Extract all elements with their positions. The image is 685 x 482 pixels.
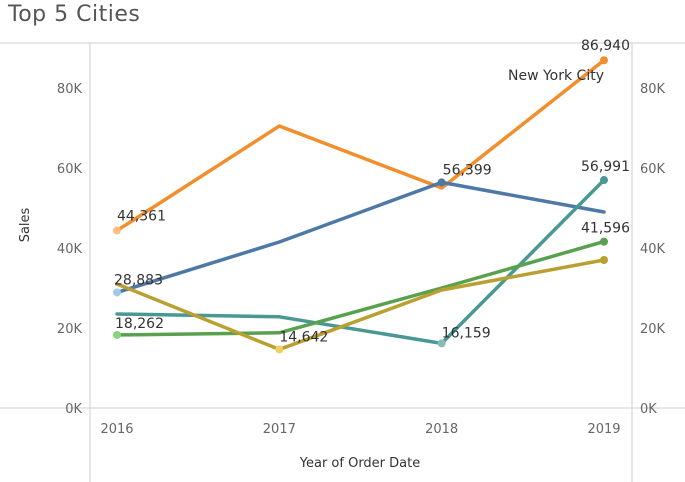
data-point-s1-2019 [600, 56, 608, 65]
data-point-s3-2019 [600, 176, 608, 185]
y-axis-right: 0K 20K 40K 60K 80K [640, 82, 666, 417]
y-tick-label-right: 40K [640, 242, 666, 257]
data-point-s1-2016 [113, 226, 121, 235]
data-label-s5-2017: 14,642 [279, 329, 328, 345]
annotations: New York City [508, 68, 604, 84]
x-axis-title: Year of Order Date [299, 456, 420, 471]
series-line-2 [115, 180, 606, 295]
y-tick-label-right: 80K [640, 82, 666, 97]
data-label-s1-2019: 86,940 [581, 38, 630, 54]
data-label-s4-2019: 41,596 [581, 221, 630, 237]
x-tick-label: 2016 [100, 422, 133, 437]
y-tick-label-left: 40K [57, 242, 83, 257]
y-tick-label-left: 20K [57, 322, 83, 337]
data-point-s2-2016 [113, 288, 121, 297]
data-label-s4-2016: 18,262 [115, 316, 164, 332]
data-label-s1-2016: 44,361 [117, 209, 166, 225]
y-tick-label-left: 80K [57, 82, 83, 97]
series-lines [115, 58, 606, 352]
data-point-s5-2019 [600, 256, 608, 264]
data-point-s5-2017 [275, 345, 284, 354]
y-tick-label-left: 0K [65, 402, 82, 417]
y-tick-label-right: 0K [640, 402, 657, 417]
data-point-s4-2019 [600, 237, 608, 246]
chart-title: Top 5 Cities [8, 2, 141, 27]
series-line-1 [115, 58, 606, 233]
x-axis: 2016 2017 2018 2019 [100, 422, 620, 437]
data-label-s2-2018: 56,399 [443, 162, 492, 178]
data-label-s3-2019: 56,991 [581, 159, 630, 175]
x-tick-label: 2017 [263, 422, 296, 437]
y-tick-label-right: 20K [640, 322, 666, 337]
data-label-s2-2016: 28,883 [114, 272, 163, 288]
y-axis-left: 0K 20K 40K 60K 80K [57, 82, 83, 417]
series-points [113, 56, 608, 354]
y-axis-title: Sales [18, 207, 33, 242]
x-tick-label: 2018 [425, 422, 458, 437]
series-line-4 [115, 239, 606, 337]
data-point-s2-2018 [437, 178, 446, 187]
chart-frame [0, 42, 685, 482]
data-labels: 44,361 86,940 28,883 56,399 16,159 56,991 18,2… [114, 38, 630, 345]
data-point-s3-2018 [437, 339, 446, 348]
y-tick-label-right: 60K [640, 162, 666, 177]
series-line-5 [115, 258, 606, 352]
data-label-s3-2018: 16,159 [442, 325, 491, 341]
y-tick-label-left: 60K [57, 162, 83, 177]
series-annotation: New York City [508, 68, 604, 84]
x-tick-label: 2019 [587, 422, 620, 437]
data-point-s4-2016 [113, 330, 121, 339]
